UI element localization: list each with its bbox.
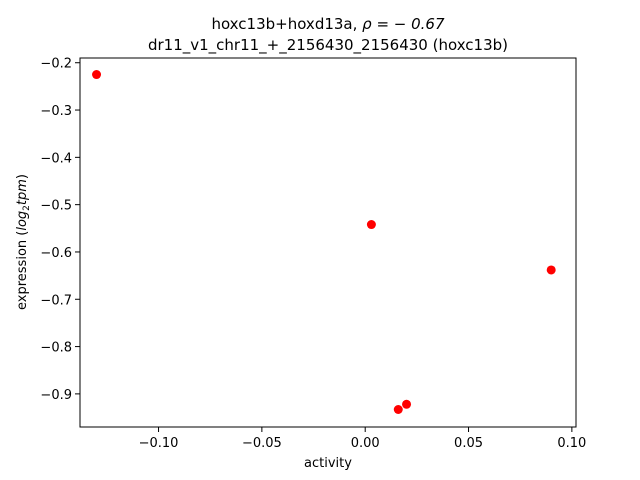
data-point <box>402 399 412 409</box>
y-tick-label: −0.8 <box>40 341 72 356</box>
y-label-prefix: expression ( <box>15 231 30 310</box>
y-label-sub: 2 <box>22 205 32 211</box>
y-tick-label: −0.2 <box>40 57 72 72</box>
y-label-math2: tpm <box>15 179 30 205</box>
y-tick-label: −0.3 <box>40 104 72 119</box>
data-point <box>393 404 403 414</box>
x-tick-label: 0.00 <box>351 436 380 451</box>
data-point <box>546 265 556 275</box>
x-axis-label: activity <box>304 456 352 471</box>
y-axis: −0.2 −0.3 −0.4 −0.5 −0.6 −0.7 −0.8 −0.9 <box>40 57 80 403</box>
title-prefix: hoxc13b+hoxd13a, <box>211 15 362 33</box>
x-tick-label: 0.05 <box>454 436 483 451</box>
data-point <box>366 220 376 230</box>
y-tick-label: −0.7 <box>40 293 72 308</box>
y-tick-label: −0.9 <box>40 388 72 403</box>
chart-title-line2: dr11_v1_chr11_+_2156430_2156430 (hoxc13b… <box>148 36 508 55</box>
axes-frame <box>79 57 577 428</box>
title-rho: ρ = − 0.67 <box>362 15 445 33</box>
y-label-suffix: ) <box>15 174 30 179</box>
data-point <box>92 70 102 80</box>
y-label-math: log <box>15 211 30 231</box>
y-tick-label: −0.5 <box>40 199 72 214</box>
chart-title-line1: hoxc13b+hoxd13a, ρ = − 0.67 <box>211 15 445 33</box>
plot-area <box>92 70 556 414</box>
y-tick-label: −0.4 <box>40 151 72 166</box>
y-tick-label: −0.6 <box>40 246 72 261</box>
x-tick-label: −0.05 <box>242 436 282 451</box>
x-tick-label: 0.10 <box>557 436 586 451</box>
x-tick-label: −0.10 <box>139 436 179 451</box>
x-axis: −0.10 −0.05 0.00 0.05 0.10 <box>139 427 586 451</box>
y-axis-label: expression (log2tpm) <box>15 174 32 310</box>
